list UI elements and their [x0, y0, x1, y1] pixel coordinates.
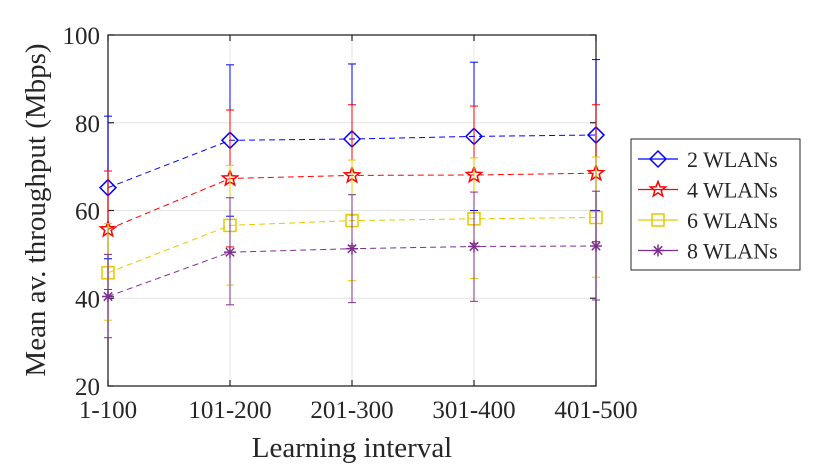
data-point [590, 240, 602, 253]
y-tick-label: 20 [75, 374, 100, 401]
y-tick-label: 40 [75, 286, 100, 313]
series-4 [102, 190, 602, 339]
legend-item: 2 WLANs [638, 147, 778, 172]
legend-marker [652, 244, 664, 257]
y-tick-label: 60 [75, 199, 100, 226]
data-point [102, 290, 114, 303]
legend-item: 8 WLANs [638, 239, 778, 264]
x-tick-label: 1-100 [79, 397, 137, 424]
x-tick-label: 101-200 [188, 397, 271, 424]
y-tick-label: 100 [63, 23, 101, 50]
series-group [98, 59, 606, 339]
data-point [468, 240, 480, 253]
legend-item: 6 WLANs [638, 208, 778, 233]
legend-label: 2 WLANs [687, 147, 778, 172]
legend-item: 4 WLANs [638, 178, 778, 203]
legend-label: 4 WLANs [687, 178, 778, 203]
x-tick-label: 201-300 [310, 397, 393, 424]
legend-marker [648, 149, 668, 169]
legend-box [630, 138, 801, 271]
axis-ticks: 20 40 60 80 100 1-100 101-200 201-300 301-400 401… [63, 23, 638, 424]
legend-marker [648, 179, 668, 198]
data-point [346, 242, 358, 255]
data-point [224, 246, 236, 259]
x-tick-label: 301-400 [432, 397, 515, 424]
y-tick-label: 80 [75, 111, 100, 138]
x-axis-label: Learning interval [252, 432, 453, 464]
legend: 2 WLANs 4 WLANs 6 WLANs 8 WLANs [630, 138, 801, 271]
y-axis-label: Mean av. throughput (Mbps) [20, 43, 52, 376]
legend-marker [651, 213, 665, 227]
legend-label: 6 WLANs [687, 208, 778, 233]
legend-label: 8 WLANs [687, 239, 778, 264]
x-tick-label: 401-500 [554, 397, 637, 424]
